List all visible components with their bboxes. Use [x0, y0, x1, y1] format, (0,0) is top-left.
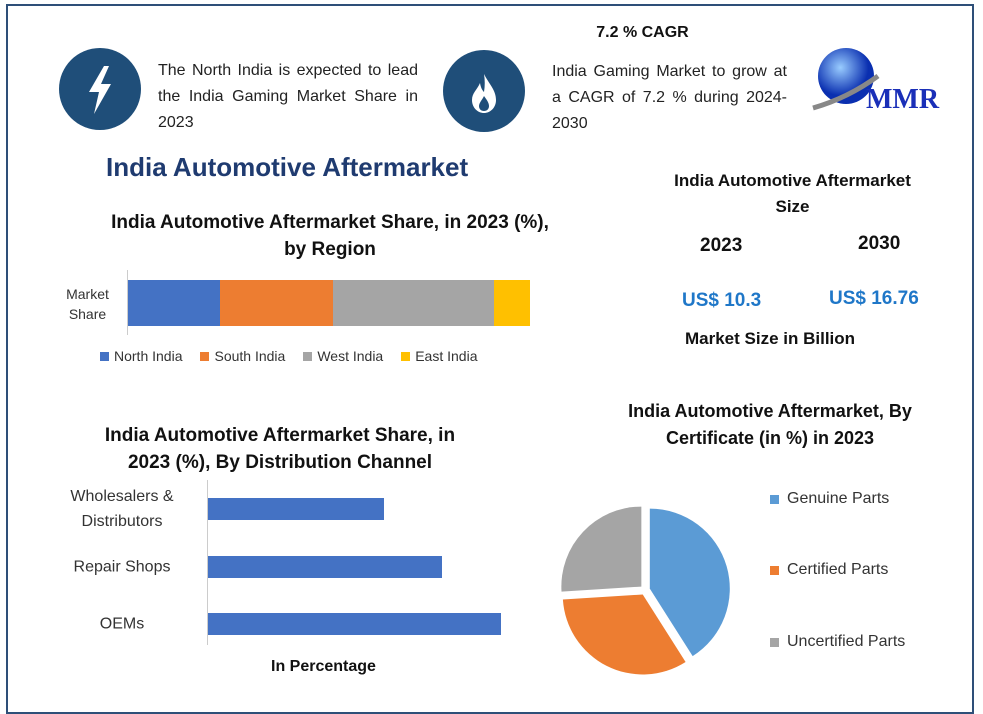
legend-label: South India	[214, 348, 286, 364]
main-title: India Automotive Aftermarket	[106, 152, 469, 182]
channel-category-label: OEMs	[99, 615, 145, 633]
cagr-text: India Gaming Market to grow at a CAGR of…	[552, 63, 787, 132]
region-category-label: Market Share	[66, 286, 109, 322]
legend-swatch	[770, 565, 779, 575]
channel-xlabel: In Percentage	[271, 658, 376, 675]
legend-swatch	[401, 351, 411, 361]
legend-item: East India	[401, 348, 477, 364]
lightning-icon	[59, 48, 141, 130]
region-axis	[127, 270, 128, 335]
region-bar-segment	[220, 280, 333, 326]
channel-bar	[208, 613, 501, 635]
size-footer: Market Size in Billion	[685, 329, 856, 348]
channel-chart-title: India Automotive Aftermarket Share, in 2…	[104, 425, 456, 473]
legend-label: Uncertified Parts	[787, 633, 906, 650]
year-2030: 2030	[858, 233, 901, 254]
channel-axis	[207, 480, 208, 645]
value-2023: US$ 10.3	[682, 290, 762, 311]
channel-category-label: Repair Shops	[73, 558, 171, 576]
channel-bar	[208, 498, 384, 520]
value-2030: US$ 16.76	[829, 288, 919, 309]
mmr-logo: MMR	[808, 46, 948, 116]
pie-chart	[561, 506, 730, 675]
north-india-text: The North India is expected to lead the …	[158, 62, 418, 131]
legend-swatch	[100, 351, 109, 361]
legend-label: West India	[317, 348, 384, 364]
pie-chart-title: India Automotive Aftermarket, By Certifi…	[628, 401, 912, 448]
legend-label: North India	[114, 348, 183, 364]
flame-icon	[443, 50, 525, 132]
region-legend: North India South India West India East Ind…	[100, 348, 477, 364]
channel-category-label: Wholesalers & Distributors	[70, 488, 174, 530]
region-bar-segment	[493, 280, 530, 326]
legend-swatch	[770, 637, 779, 647]
legend-label: Certified Parts	[787, 561, 889, 578]
size-title: India Automotive Aftermarket Size	[674, 171, 911, 216]
pie-slice	[562, 594, 686, 675]
legend-swatch	[770, 494, 779, 504]
pie-legend-item: Certified Parts	[770, 561, 888, 579]
legend-label: Genuine Parts	[787, 490, 890, 507]
year-2023: 2023	[700, 235, 743, 256]
legend-label: East India	[415, 348, 478, 364]
region-bar-segment	[128, 280, 221, 326]
legend-swatch	[303, 351, 313, 361]
legend-item: North India	[100, 348, 182, 364]
legend-swatch	[200, 351, 210, 361]
pie-slice	[561, 506, 642, 592]
region-stacked-bar	[128, 280, 530, 326]
pie-legend-item: Uncertified Parts	[770, 633, 905, 651]
cagr-title: 7.2 % CAGR	[596, 24, 689, 41]
legend-item: South India	[200, 348, 285, 364]
pie-slice	[649, 508, 730, 657]
legend-item: West India	[303, 348, 383, 364]
svg-text:MMR: MMR	[866, 84, 940, 115]
pie-legend-item: Genuine Parts	[770, 490, 889, 508]
region-bar-segment	[333, 280, 494, 326]
channel-bar	[208, 556, 443, 578]
region-chart-title: India Automotive Aftermarket Share, in 2…	[111, 212, 549, 260]
